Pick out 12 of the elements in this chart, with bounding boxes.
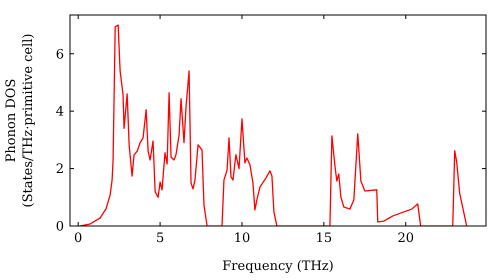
x-tick-label: 15 bbox=[316, 231, 332, 246]
y-axis-title: Phonon DOS (States/THz·primitive cell) bbox=[4, 33, 36, 208]
y-tick-label: 0 bbox=[56, 220, 64, 235]
y-tick-label: 2 bbox=[56, 162, 64, 178]
x-tick-label: 5 bbox=[156, 231, 164, 246]
x-tick-label: 0 bbox=[74, 231, 82, 246]
x-axis-title: Frequency (THz) bbox=[222, 259, 334, 274]
x-tick-label: 20 bbox=[397, 231, 414, 246]
x-tick-label: 10 bbox=[234, 231, 250, 246]
line-series bbox=[79, 24, 468, 226]
y-tick-label: 4 bbox=[56, 104, 64, 120]
y-tick-label: 6 bbox=[56, 47, 64, 62]
